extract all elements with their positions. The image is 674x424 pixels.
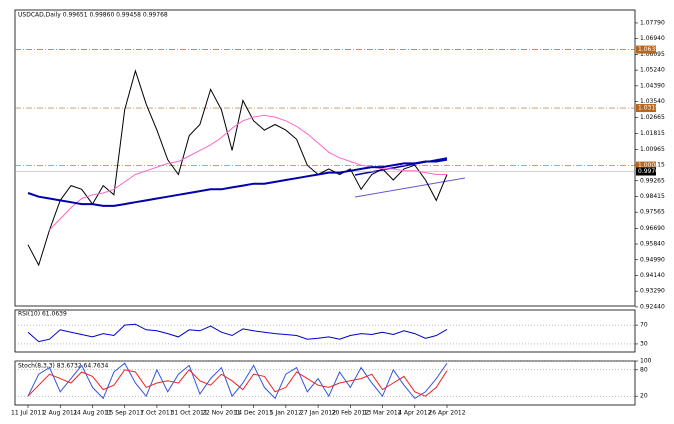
y-tick-label: 1.01815 xyxy=(640,130,665,137)
y-tick-label: 0.94140 xyxy=(640,272,665,279)
level-label: 1.0635 xyxy=(638,46,659,53)
x-tick-label: 15 Sep 2011 xyxy=(106,410,144,417)
y-tick-label: 0.99265 xyxy=(640,177,665,184)
series-line xyxy=(27,369,448,397)
level-label-bg xyxy=(636,104,656,113)
x-tick-label: 24 Aug 2011 xyxy=(73,410,112,417)
y-tick-label: 100 xyxy=(640,358,652,365)
y-tick-label: 1.03540 xyxy=(640,98,665,105)
x-tick-label: 20 Feb 2012 xyxy=(332,410,370,417)
y-tick-label: 0.98415 xyxy=(640,193,665,200)
panel-title: Stoch(8,3,3) 83.6732 64.7634 xyxy=(18,363,109,370)
panel-title: RSI(10) 61.0639 xyxy=(18,311,67,318)
y-tick-label: 1.06940 xyxy=(640,35,665,42)
y-tick-label: 30 xyxy=(640,340,648,347)
level-label-bg xyxy=(636,45,656,54)
x-tick-label: 22 Nov 2011 xyxy=(202,410,241,417)
last-price-label: 0.9976 xyxy=(638,168,659,175)
y-tick-label: 0.94990 xyxy=(640,256,665,263)
series-line xyxy=(27,69,448,267)
rsi-frame xyxy=(14,309,636,353)
x-tick-label: 26 Apr 2012 xyxy=(428,410,465,417)
series-line xyxy=(27,158,448,207)
main-frame xyxy=(14,9,636,307)
level-label: 1.0008 xyxy=(638,162,659,169)
y-tick-label: 80 xyxy=(640,366,648,373)
y-tick-label: 0.96690 xyxy=(640,225,665,232)
chart-title: USDCAD,Daily 0.99651 0.99860 0.99458 0.9… xyxy=(18,12,168,19)
x-tick-label: 7 Oct 2011 xyxy=(140,410,173,417)
y-tick-label: 1.02665 xyxy=(640,114,665,121)
x-tick-label: 2 Aug 2011 xyxy=(43,410,78,417)
y-tick-label: 0.92440 xyxy=(640,303,665,310)
series-line xyxy=(27,323,448,343)
y-tick-label: 1.04390 xyxy=(640,82,665,89)
last-price-bg xyxy=(636,167,656,176)
y-tick-label: 0.95840 xyxy=(640,241,665,248)
y-tick-label: 1.07790 xyxy=(640,19,665,26)
x-tick-label: 13 Mar 2012 xyxy=(364,410,402,417)
series-line xyxy=(49,114,447,231)
y-tick-label: 20 xyxy=(640,393,648,400)
x-tick-label: 31 Oct 2011 xyxy=(171,410,208,417)
x-tick-label: 5 Jan 2012 xyxy=(270,410,302,417)
x-tick-label: 4 Apr 2012 xyxy=(398,410,431,417)
level-label-bg xyxy=(636,161,656,170)
y-tick-label: 1.06095 xyxy=(640,51,665,58)
y-tick-label: 1.00965 xyxy=(640,146,665,153)
level-label: 1.0319 xyxy=(638,105,659,112)
x-tick-label: 27 Jan 2012 xyxy=(300,410,336,417)
y-tick-label: 0.93290 xyxy=(640,288,665,295)
x-tick-label: 14 Dec 2011 xyxy=(234,410,273,417)
y-tick-label: 0.97565 xyxy=(640,209,665,216)
x-tick-label: 11 Jul 2011 xyxy=(11,410,45,417)
trend-line xyxy=(354,177,466,198)
series-line xyxy=(27,362,448,400)
y-tick-label: 70 xyxy=(640,322,648,329)
y-tick-label: 1.05240 xyxy=(640,67,665,74)
